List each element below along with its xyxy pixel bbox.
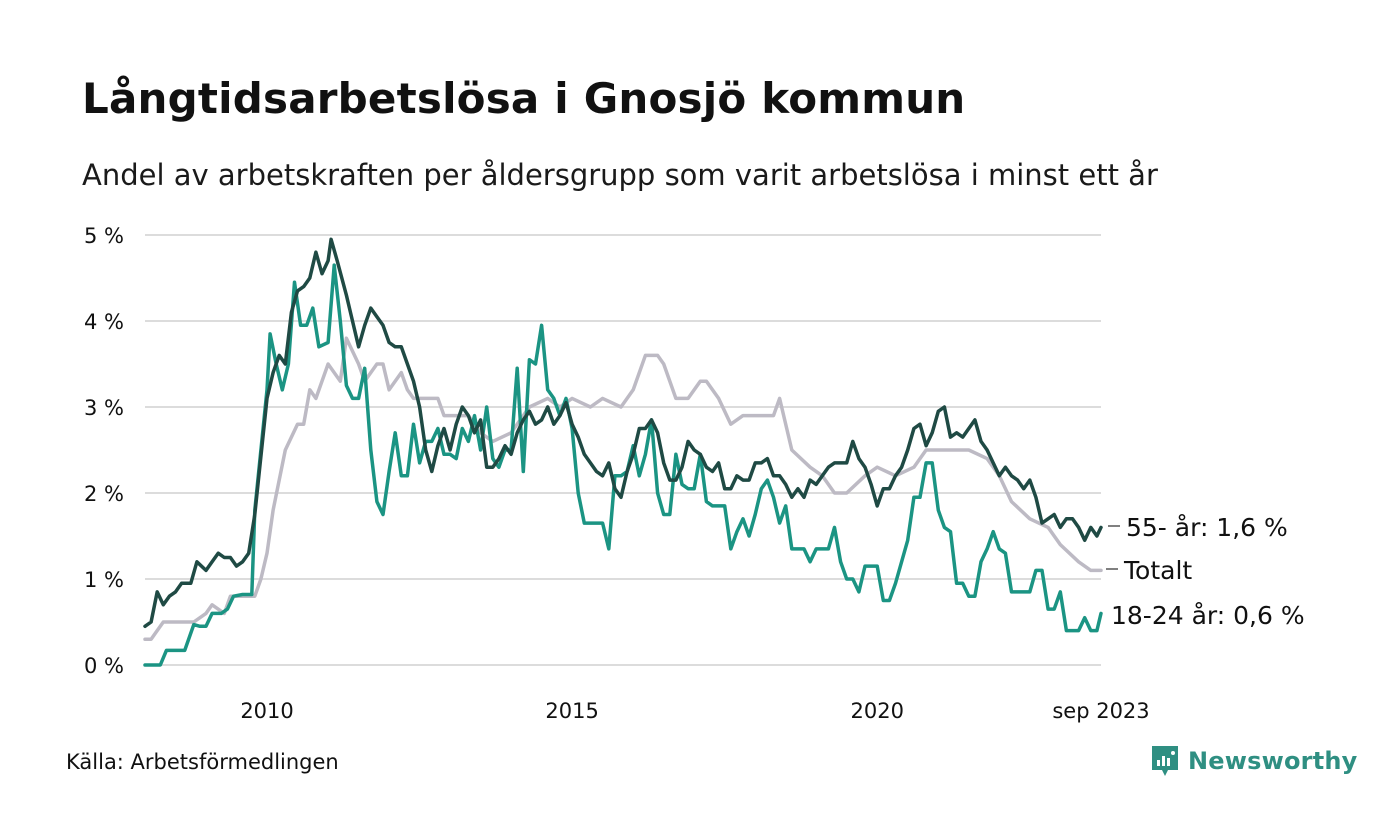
x-tick-label: sep 2023 (1052, 699, 1149, 723)
y-tick-label: 3 % (84, 396, 124, 420)
y-tick-label: 1 % (84, 568, 124, 592)
chart-subtitle: Andel av arbetskraften per åldersgrupp s… (82, 158, 1158, 192)
line-chart: 0 %1 %2 %3 %4 %5 % 2010 2015 2020 sep 2023 … (84, 224, 1305, 723)
x-axis-ticks: 2010 2015 2020 sep 2023 (240, 699, 1149, 723)
y-tick-label: 0 % (84, 654, 124, 678)
x-tick-label: 2010 (240, 699, 293, 723)
x-tick-label: 2020 (851, 699, 904, 723)
series-line-totalt (143, 336, 1103, 641)
y-tick-label: 4 % (84, 310, 124, 334)
y-tick-label: 5 % (84, 224, 124, 248)
source-note: Källa: Arbetsförmedlingen (66, 750, 339, 774)
series-lines (143, 237, 1103, 667)
chart-title: Långtidsarbetslösa i Gnosjö kommun (82, 74, 966, 123)
series-line-55-r (143, 237, 1103, 629)
brand-name: Newsworthy (1188, 747, 1358, 775)
series-end-label: 18-24 år: 0,6 % (1111, 601, 1305, 630)
series-line-18-24-r (143, 263, 1103, 667)
series-end-label: 55- år: 1,6 % (1126, 513, 1288, 542)
series-end-label: Totalt (1123, 556, 1192, 585)
series-end-labels: Totalt 18-24 år: 0,6 % 55- år: 1,6 % (1106, 513, 1305, 630)
y-axis-ticks: 0 % 1 % 2 % 3 % 4 % 5 % (84, 224, 124, 678)
brand-logo[interactable]: Newsworthy (1150, 744, 1358, 778)
x-tick-label: 2015 (545, 699, 598, 723)
newsworthy-logo-icon (1152, 746, 1178, 776)
y-tick-label: 2 % (84, 482, 124, 506)
